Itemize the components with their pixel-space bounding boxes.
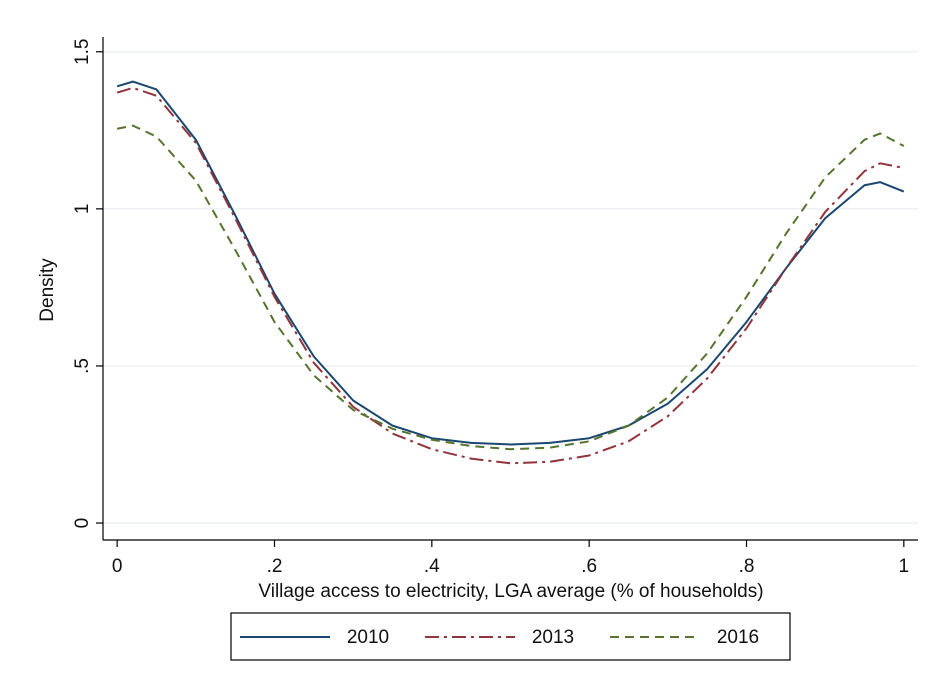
x-tick-label: 0 [112,556,123,577]
legend-label: 2016 [717,627,759,648]
y-tick-label: 1.5 [72,39,93,65]
y-tick-label: .5 [72,358,93,374]
x-tick-label: 1 [899,556,910,577]
legend-label: 2010 [347,627,389,648]
legend-label: 2013 [532,627,574,648]
x-tick-label: .8 [739,556,755,577]
x-tick-label: .2 [267,556,283,577]
y-axis-label: Density [37,258,58,322]
density-line [116,80,905,446]
y-tick-label: 1 [72,204,93,215]
x-tick-label: .6 [581,556,597,577]
x-tick-label: .4 [424,556,440,577]
y-tick-label: 0 [72,518,93,529]
x-axis-label: Village access to electricity, LGA avera… [258,581,763,602]
density-line [116,124,905,451]
